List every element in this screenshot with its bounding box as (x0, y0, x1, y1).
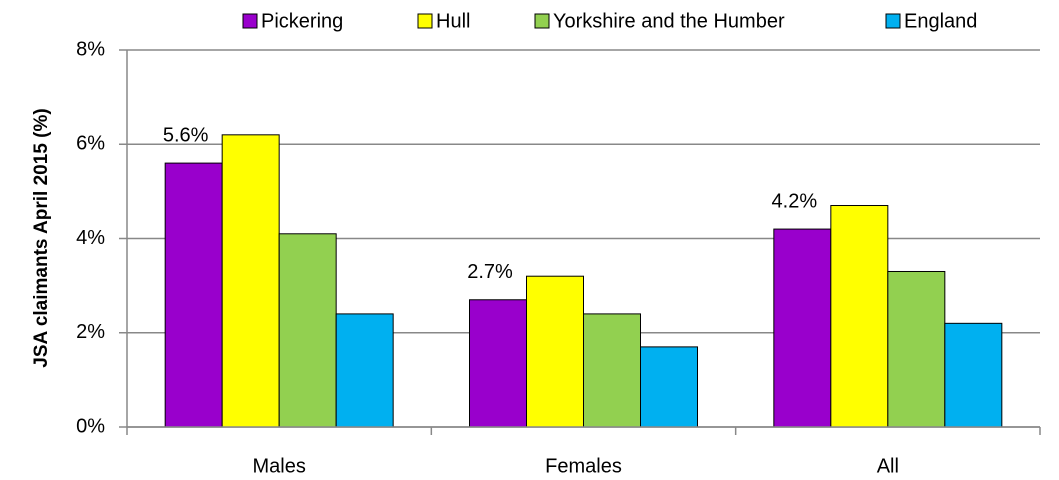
bar (221, 134, 280, 428)
legend-label: Yorkshire and the Humber (553, 10, 785, 32)
legend-label: Hull (436, 10, 470, 32)
legend-swatch (417, 13, 433, 29)
y-tick-label: 6% (76, 133, 105, 155)
y-tick-label: 2% (76, 321, 105, 343)
bar (164, 162, 223, 428)
bar (278, 233, 337, 428)
x-tick-label: Males (252, 455, 305, 477)
bar (830, 205, 889, 428)
y-tick-label: 0% (76, 415, 105, 437)
y-axis-label: JSA claimants April 2015 (%) (31, 108, 52, 367)
bar (887, 270, 946, 428)
bar (469, 299, 527, 428)
data-label: 5.6% (163, 124, 209, 146)
data-label: 2.7% (467, 261, 513, 283)
bar (526, 275, 584, 428)
bar (944, 322, 1003, 428)
legend-label: Pickering (261, 10, 343, 32)
bar (583, 313, 641, 428)
y-tick-label: 4% (76, 227, 105, 249)
legend-swatch (534, 13, 550, 29)
data-label: 4.2% (772, 190, 818, 212)
bar (335, 313, 394, 428)
legend-swatch (885, 13, 901, 29)
x-tick-label: All (877, 455, 899, 477)
legend-label: England (904, 10, 977, 32)
bar (773, 228, 832, 428)
y-tick-label: 8% (76, 38, 105, 60)
bar (640, 346, 698, 428)
legend-swatch (242, 13, 258, 29)
x-tick-label: Females (545, 455, 622, 477)
